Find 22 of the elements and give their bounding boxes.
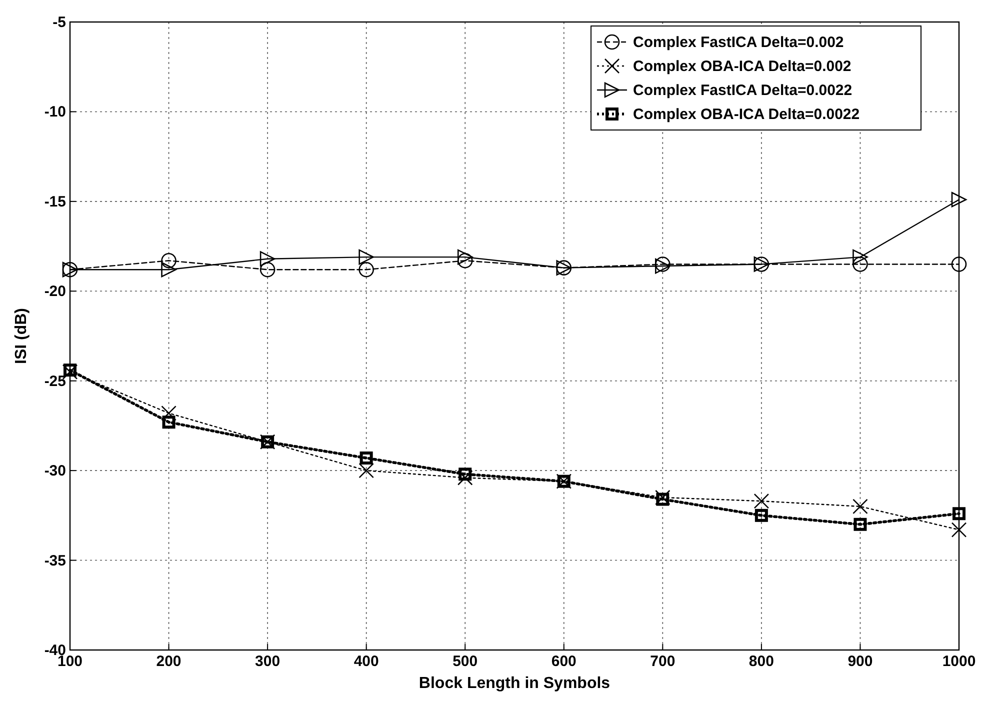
y-tick-label: -10 (44, 104, 66, 121)
legend-label: Complex OBA-ICA Delta=0.002 (633, 58, 852, 75)
y-tick-label: -5 (52, 14, 66, 31)
y-axis-title: ISI (dB) (13, 308, 30, 364)
y-tick-label: -20 (44, 283, 66, 300)
x-tick-label: 600 (551, 653, 576, 670)
y-tick-label: -25 (44, 372, 66, 390)
legend-label: Complex OBA-ICA Delta=0.0022 (633, 106, 860, 123)
x-tick-label: 1000 (942, 653, 976, 670)
x-tick-label: 200 (156, 653, 182, 670)
x-axis-title: Block Length in Symbols (418, 675, 610, 692)
x-tick-label: 700 (650, 653, 676, 670)
x-tick-label: 900 (848, 653, 873, 670)
y-tick-label: -15 (44, 193, 66, 210)
y-tick-label: -30 (44, 462, 66, 480)
x-tick-label: 300 (255, 653, 280, 670)
x-tick-label: 400 (354, 653, 379, 670)
legend-label: Complex FastICA Delta=0.002 (633, 34, 844, 51)
x-tick-label: 500 (452, 653, 478, 670)
y-tick-label: -35 (44, 552, 66, 570)
x-tick-label: 800 (748, 653, 774, 670)
legend-label: Complex FastICA Delta=0.0022 (633, 82, 852, 99)
